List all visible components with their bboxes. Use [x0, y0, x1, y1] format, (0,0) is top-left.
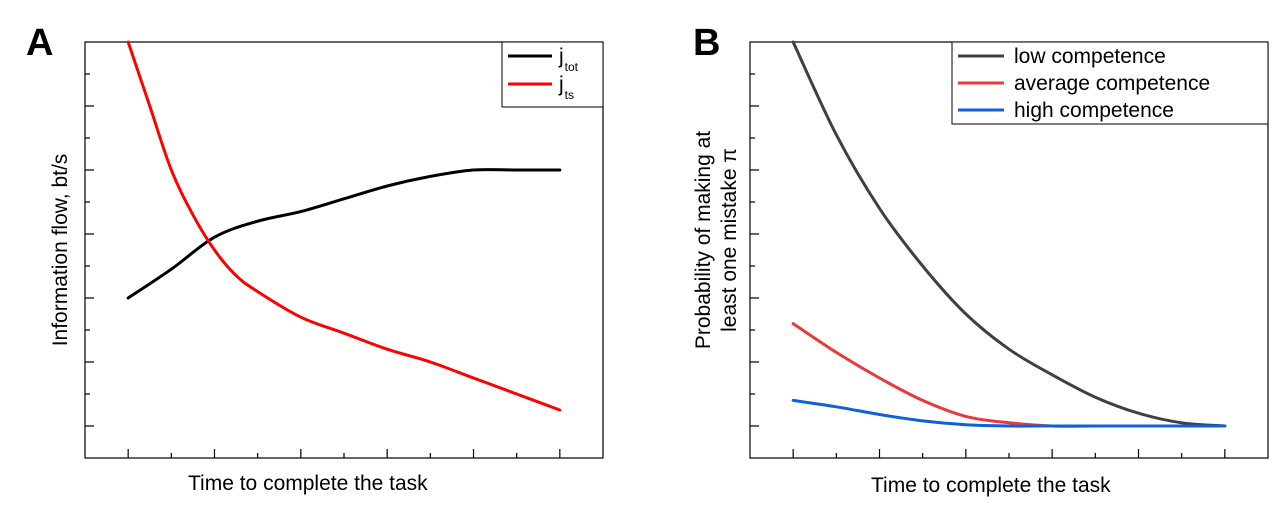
chart-1-legend-box [951, 41, 1269, 125]
chart-a-xlabel: Time to complete the task [188, 472, 428, 495]
chart-0-series-0-line [126, 168, 562, 300]
chart-1-series-2-line [791, 398, 1227, 428]
chart-0-series-1-line [126, 40, 562, 412]
chart-1-legend-label-2: high competence [1014, 99, 1174, 122]
chart-b-xlabel: Time to complete the task [871, 474, 1111, 497]
chart-1-legend-label-0: low competence [1014, 45, 1166, 68]
panel-label-a: A [26, 22, 54, 64]
chart-1-series-0-line [791, 40, 1227, 428]
chart-0-legend-box [501, 41, 604, 108]
chart-1-legend-label-1: average competence [1014, 72, 1210, 95]
panel-label-b: B [693, 22, 721, 64]
